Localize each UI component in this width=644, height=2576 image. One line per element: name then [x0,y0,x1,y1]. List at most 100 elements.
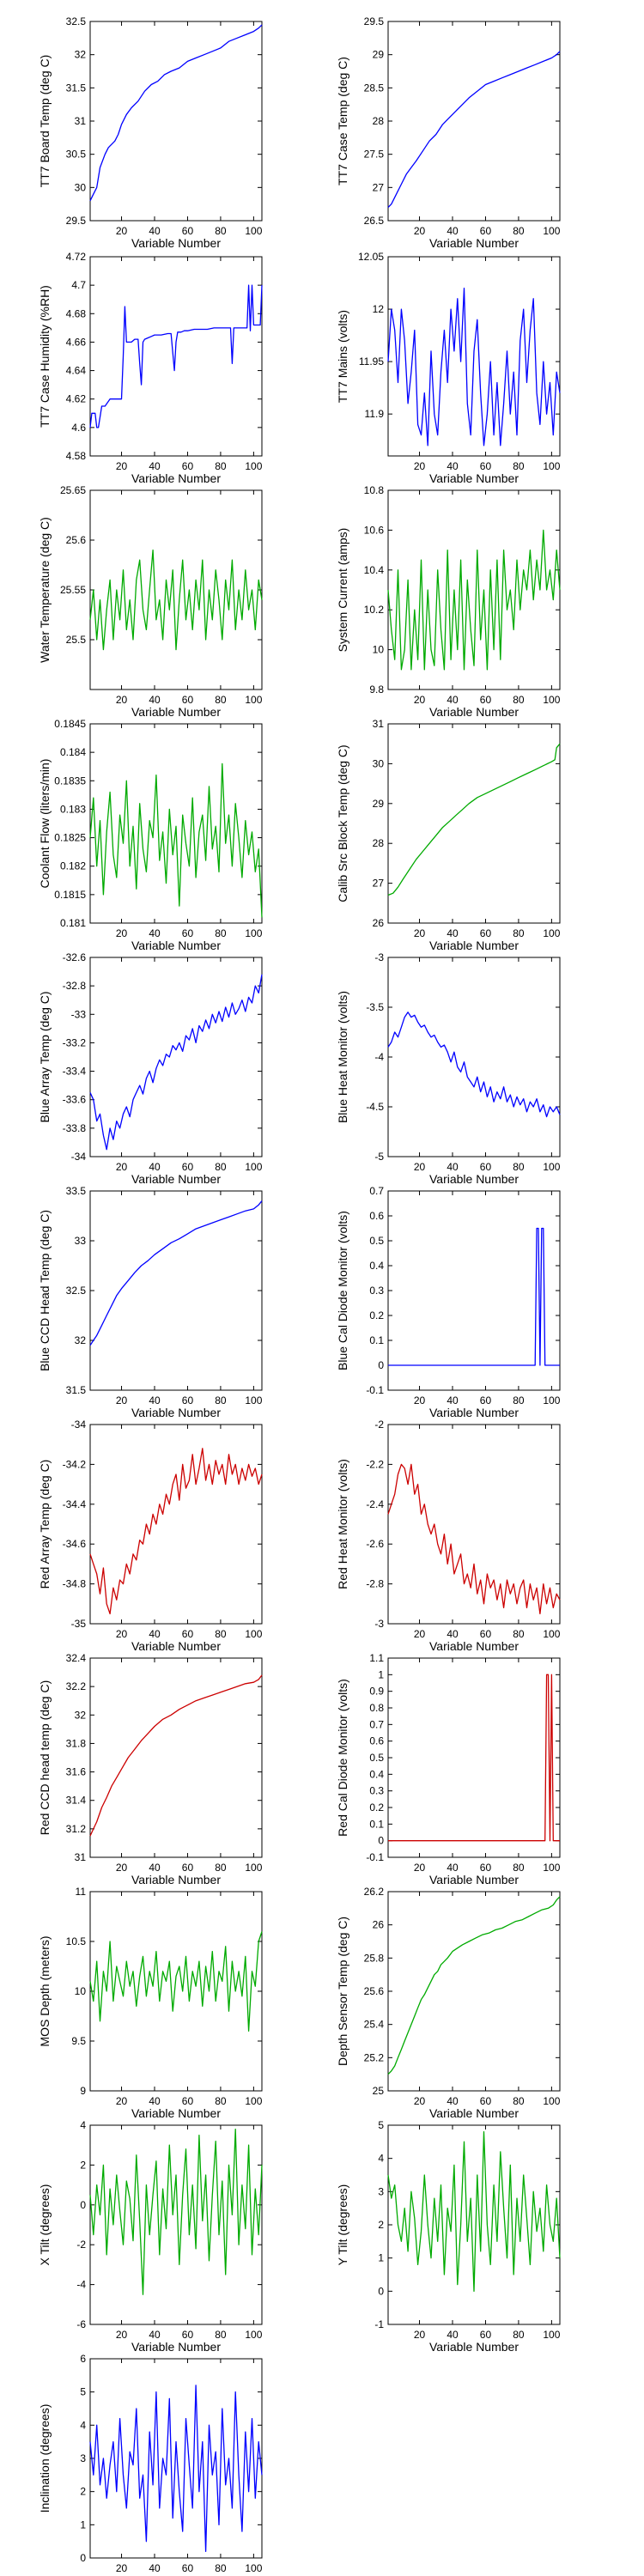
y-tick-label: 0 [378,1835,384,1847]
x-tick-label: 40 [149,1394,161,1406]
y-axis-label: Blue Heat Monitor (volts) [336,991,349,1123]
x-tick-label: 20 [414,2095,426,2107]
x-tick-label: 80 [513,1628,525,1640]
y-tick-label: 25 [373,2085,385,2097]
x-tick-label: 40 [149,1161,161,1173]
y-tick-label: 0 [80,2552,86,2564]
y-tick-label: 1 [378,2252,384,2264]
chart-panel-8: 26 27 28 29 30 31 20 40 60 80 100 Variable Number Ca… [336,718,561,952]
y-tick-label: 25.6 [364,1985,385,1997]
x-tick-label: 100 [543,2095,560,2107]
x-tick-label: 100 [245,2562,262,2574]
y-tick-label: 0.1 [369,1334,384,1346]
x-tick-label: 60 [480,927,492,939]
x-tick-label: 60 [480,694,492,706]
x-tick-label: 60 [182,225,194,237]
y-tick-label: 10 [373,644,385,656]
y-tick-label: -34.8 [63,1578,87,1590]
x-tick-label: 20 [116,1862,128,1874]
plot-area-frame [89,1657,263,1858]
plot-area-frame [89,1190,263,1391]
x-tick-label: 80 [513,225,525,237]
x-tick-label: 80 [215,2562,227,2574]
y-tick-label: 32.2 [66,1680,87,1692]
chart-panel-3: 4.58 4.6 4.62 4.64 4.66 4.68 4.7 4.72 20 40 60 80 10… [38,251,263,485]
y-tick-label: 5 [80,2386,86,2398]
chart-panel-14: -3 -2.8 -2.6 -2.4 -2.2 -2 20 40 60 80 100 Variable … [336,1419,561,1653]
y-tick-label: -2.6 [366,1538,384,1550]
y-tick-label: -2 [374,1419,384,1431]
y-tick-label: 0.2 [369,1801,384,1814]
y-tick-label: 32.5 [66,15,87,27]
x-axis-label: Variable Number [429,1639,519,1653]
y-tick-label: 4.58 [66,450,87,462]
chart-panel-16: -0.1 0 0.1 0.2 0.3 0.4 0.5 0.6 0.7 0.8 0.9 1 1.1 20 40… [336,1652,561,1886]
x-tick-label: 100 [245,1161,262,1173]
plot-area-frame [89,1891,263,2092]
y-tick-label: 31.5 [66,82,87,94]
y-tick-label: 0.181 [60,917,86,929]
chart-panel-5: 25.5 25.55 25.6 25.65 20 40 60 80 100 Variable Nu… [38,484,263,719]
y-tick-label: 30 [75,181,87,193]
x-tick-label: 20 [116,1161,128,1173]
y-tick-label: -34 [71,1151,87,1163]
x-tick-label: 80 [215,1628,227,1640]
y-tick-label: 0.1835 [54,775,86,787]
series-line [89,2385,263,2552]
y-tick-label: -4 [76,2279,86,2291]
y-tick-label: -2.2 [366,1458,384,1470]
chart-panel-11: 31.5 32 32.5 33 33.5 20 40 60 80 100 Variable Numb… [38,1185,263,1419]
x-tick-label: 60 [480,460,492,472]
y-tick-label: 4.7 [71,279,86,291]
plot-area-frame [387,2124,561,2325]
plot-area-frame [89,2124,263,2325]
x-tick-label: 60 [182,1161,194,1173]
x-tick-label: 60 [480,2095,492,2107]
y-tick-label: 0.8 [369,1702,384,1714]
y-axis-label: TT7 Case Temp (deg C) [336,57,349,185]
y-tick-label: -0.1 [366,1384,384,1396]
y-tick-label: 31.4 [66,1795,87,1807]
y-tick-label: 0.3 [369,1285,384,1297]
x-tick-label: 20 [116,2095,128,2107]
plot-area-frame [387,723,561,924]
x-tick-label: 40 [447,2329,459,2341]
x-tick-label: 20 [414,225,426,237]
y-tick-label: 0.1815 [54,889,86,901]
y-tick-label: -2 [76,2239,86,2251]
plot-area-frame [387,1190,561,1391]
x-axis-label: Variable Number [131,939,221,952]
y-tick-label: 1 [378,1668,384,1680]
y-tick-label: -33.6 [63,1094,87,1106]
x-tick-label: 100 [245,1862,262,1874]
y-tick-label: 31 [373,718,385,730]
y-tick-label: -32.8 [63,980,87,992]
y-tick-label: 12.05 [358,251,384,263]
y-tick-label: 1 [80,2518,86,2530]
y-tick-label: 4.62 [66,393,87,405]
y-tick-label: 0.9 [369,1686,384,1698]
x-tick-label: 80 [513,927,525,939]
y-tick-label: 29.5 [364,15,385,27]
y-tick-label: 25.2 [364,2051,385,2063]
y-tick-label: 4 [80,2119,86,2131]
plot-area-frame [387,1424,561,1625]
series-line [387,1896,561,2075]
x-tick-label: 40 [149,694,161,706]
y-tick-label: -0.1 [366,1851,384,1863]
y-tick-label: 25.4 [364,2019,385,2031]
chart-panel-18: 25 25.2 25.4 25.6 25.8 26 26.2 20 40 60 80 100 Varia… [336,1886,561,2120]
x-tick-label: 40 [447,1394,459,1406]
chart-panel-12: -0.1 0 0.1 0.2 0.3 0.4 0.5 0.6 0.7 20 40 60 80 100 Var… [336,1185,561,1419]
y-tick-label: 0.5 [369,1235,384,1247]
y-tick-label: 31.5 [66,1384,87,1396]
y-axis-label: MOS Depth (meters) [38,1935,52,2046]
x-tick-label: 20 [116,2562,128,2574]
y-tick-label: 28.5 [364,82,385,94]
chart-panel-9: -34 -33.8 -33.6 -33.4 -33.2 -33 -32.8 -32.6 20 40… [38,951,263,1186]
chart-panel-21: 0 1 2 3 4 5 6 20 40 60 80 100 Variable Number Inclina… [38,2353,263,2576]
x-axis-label: Variable Number [131,2106,221,2120]
chart-panel-1: 29.5 30 30.5 31 31.5 32 32.5 20 40 60 80 100 Variabl… [38,15,263,250]
x-tick-label: 60 [480,1161,492,1173]
x-tick-label: 80 [513,460,525,472]
